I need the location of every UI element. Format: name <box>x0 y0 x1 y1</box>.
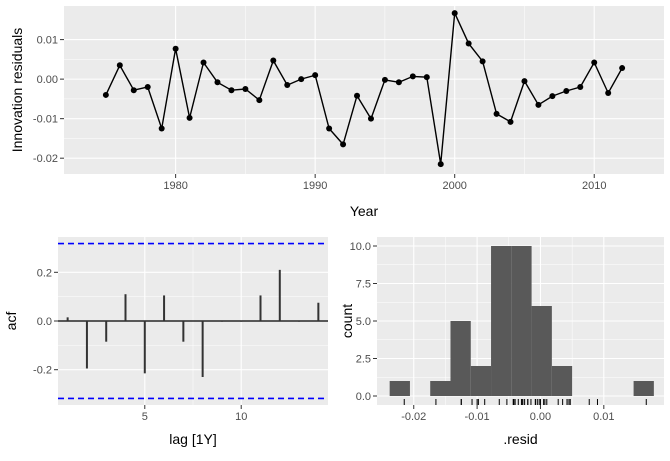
acf-bar <box>220 321 223 322</box>
y-axis-title: Innovation residuals <box>9 28 25 153</box>
x-tick-label: 0.01 <box>593 411 614 423</box>
residual-histogram: -0.02 -0.01 0.00 0.01 0.0 2.5 5.0 7.5 10.0 .resid… <box>339 237 664 447</box>
acf-bar <box>240 321 243 322</box>
residual-point <box>521 78 528 85</box>
y-tick-label: 0.0 <box>356 391 371 403</box>
residual-point <box>563 87 570 94</box>
residual-point <box>312 72 319 79</box>
residual-point <box>214 79 221 86</box>
acf-bar <box>278 269 281 321</box>
y-tick-label: 5.0 <box>356 316 371 328</box>
acf-bar <box>201 321 204 377</box>
acf-bar <box>124 294 127 321</box>
acf-bar <box>143 321 146 374</box>
histogram-bar <box>389 381 410 396</box>
residual-point <box>409 73 416 80</box>
residual-point <box>619 65 626 72</box>
x-tick-label: -0.02 <box>401 411 426 423</box>
x-tick-label: 1990 <box>303 180 327 192</box>
residual-point <box>381 76 388 83</box>
x-axis-title: lag [1Y] <box>169 431 216 447</box>
residual-point <box>535 101 542 108</box>
y-tick-label: 2.5 <box>356 354 371 366</box>
residual-point <box>493 110 500 117</box>
residual-point <box>172 45 179 52</box>
residual-point <box>242 86 249 93</box>
acf-bar <box>298 321 301 322</box>
residual-point <box>465 40 472 47</box>
y-tick-label: 7.5 <box>356 279 371 291</box>
residual-point <box>549 93 556 100</box>
residual-time-plot: 1980 1990 2000 2010 -0.02 -0.01 0.00 0.01 Year In… <box>9 6 664 219</box>
histogram-bar <box>450 321 471 396</box>
acf-bar <box>66 317 69 321</box>
histogram-bar <box>551 366 573 396</box>
histogram-bar <box>430 381 451 396</box>
x-tick-label: 10 <box>235 411 247 423</box>
residual-point <box>256 97 263 104</box>
x-axis-title: .resid <box>503 431 537 447</box>
acf-bar <box>259 295 262 321</box>
residual-point <box>144 84 151 91</box>
y-tick-label: -0.02 <box>33 153 58 165</box>
histogram-bar <box>633 381 654 396</box>
residual-point <box>591 59 598 66</box>
residual-point <box>326 125 333 132</box>
residual-point <box>605 89 612 96</box>
residual-point <box>186 114 193 121</box>
residual-point <box>423 74 430 81</box>
residual-series-line <box>105 10 623 165</box>
residual-point <box>507 118 514 125</box>
acf-bar <box>163 295 166 321</box>
residual-point <box>479 58 486 65</box>
acf-bar <box>105 321 108 342</box>
residual-point <box>437 161 444 168</box>
panel-background <box>64 6 664 174</box>
x-tick-label: 2000 <box>442 180 466 192</box>
residual-point <box>577 84 584 91</box>
histogram-bar <box>491 246 512 396</box>
histogram-bar <box>531 306 552 396</box>
acf-plot: 5 10 -0.2 0.0 0.2 lag [1Y] acf <box>3 237 328 447</box>
y-axis-title: acf <box>3 312 19 331</box>
residual-point <box>270 57 277 64</box>
residual-point <box>102 91 109 98</box>
residual-point <box>200 59 207 66</box>
x-tick-label: 0.00 <box>530 411 551 423</box>
residual-point <box>228 87 235 94</box>
y-tick-label: 0.2 <box>37 267 52 279</box>
y-tick-label: 0.00 <box>37 74 58 86</box>
residual-point <box>340 141 347 148</box>
y-tick-label: -0.2 <box>33 365 52 377</box>
y-tick-label: 0.0 <box>37 316 52 328</box>
acf-bar <box>85 321 88 369</box>
residual-point <box>298 76 305 83</box>
residual-point <box>395 79 402 86</box>
residual-point <box>367 115 374 122</box>
y-tick-label: -0.01 <box>33 114 58 126</box>
y-axis-title: count <box>339 304 355 338</box>
x-tick-label: 1980 <box>163 180 187 192</box>
x-axis-title: Year <box>350 203 379 219</box>
residual-point <box>284 82 291 89</box>
x-tick-label: -0.01 <box>465 411 490 423</box>
y-tick-label: 0.01 <box>37 35 58 47</box>
acf-bar <box>317 302 320 321</box>
histogram-bar <box>470 366 492 396</box>
x-tick-label: 2010 <box>582 180 606 192</box>
residual-point <box>158 125 165 132</box>
residual-point <box>130 87 137 94</box>
residual-point <box>451 10 458 17</box>
residual-point <box>116 62 123 69</box>
x-tick-label: 5 <box>142 411 148 423</box>
residual-point <box>354 92 361 99</box>
y-tick-label: 10.0 <box>350 241 371 253</box>
acf-bar <box>182 321 185 342</box>
histogram-bar <box>511 246 532 396</box>
